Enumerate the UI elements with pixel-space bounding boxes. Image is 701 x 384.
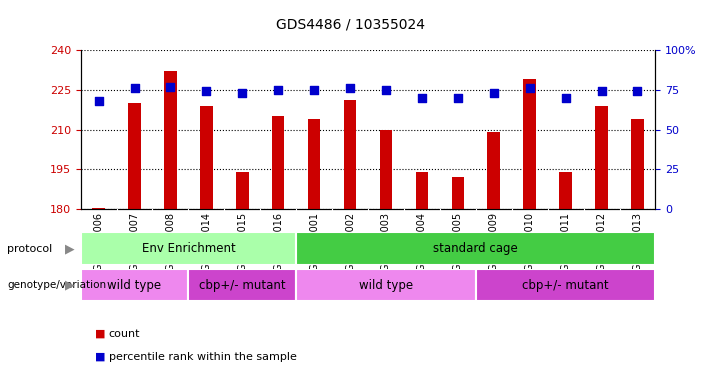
Point	[129, 85, 140, 91]
Bar	[297, 269, 476, 301]
Text: GSM766005: GSM766005	[453, 212, 463, 271]
Text: genotype/variation: genotype/variation	[7, 280, 106, 290]
Point	[452, 95, 463, 101]
Point	[200, 88, 212, 94]
Point	[273, 87, 284, 93]
Text: GSM766014: GSM766014	[201, 212, 212, 271]
Text: GSM766010: GSM766010	[524, 212, 535, 271]
Point	[93, 98, 104, 104]
Text: GSM766003: GSM766003	[381, 212, 391, 271]
Text: GSM766012: GSM766012	[597, 212, 606, 271]
Text: cbp+/- mutant: cbp+/- mutant	[199, 279, 285, 291]
Text: GSM766004: GSM766004	[417, 212, 427, 271]
Bar	[559, 172, 572, 209]
Text: GSM766001: GSM766001	[309, 212, 319, 271]
Text: GSM766009: GSM766009	[489, 212, 499, 271]
Bar	[236, 172, 249, 209]
Text: Env Enrichment: Env Enrichment	[142, 242, 236, 255]
Text: cbp+/- mutant: cbp+/- mutant	[522, 279, 609, 291]
Text: GSM766011: GSM766011	[561, 212, 571, 271]
Text: GSM766008: GSM766008	[165, 212, 175, 271]
Bar	[487, 132, 500, 209]
Text: GSM766006: GSM766006	[93, 212, 104, 271]
Bar	[164, 71, 177, 209]
Text: GSM766015: GSM766015	[237, 212, 247, 271]
Text: ■: ■	[95, 352, 105, 362]
Point	[632, 88, 643, 94]
Bar	[297, 232, 655, 265]
Bar	[189, 269, 297, 301]
Point	[165, 83, 176, 89]
Text: GSM766007: GSM766007	[130, 212, 139, 271]
Bar	[524, 79, 536, 209]
Point	[560, 95, 571, 101]
Text: ▶: ▶	[65, 279, 75, 291]
Text: GSM766013: GSM766013	[632, 212, 643, 271]
Text: wild type: wild type	[359, 279, 413, 291]
Bar	[416, 172, 428, 209]
Point	[416, 95, 428, 101]
Text: percentile rank within the sample: percentile rank within the sample	[109, 352, 297, 362]
Bar	[200, 106, 212, 209]
Bar	[476, 269, 655, 301]
Text: ■: ■	[95, 329, 105, 339]
Point	[596, 88, 607, 94]
Bar	[81, 232, 297, 265]
Text: GDS4486 / 10355024: GDS4486 / 10355024	[276, 17, 425, 31]
Bar	[81, 269, 189, 301]
Bar	[93, 208, 105, 209]
Text: ▶: ▶	[65, 242, 75, 255]
Point	[308, 87, 320, 93]
Point	[381, 87, 392, 93]
Text: count: count	[109, 329, 140, 339]
Bar	[631, 119, 644, 209]
Text: GSM766016: GSM766016	[273, 212, 283, 271]
Point	[488, 90, 499, 96]
Point	[344, 85, 355, 91]
Bar	[308, 119, 320, 209]
Bar	[272, 116, 285, 209]
Bar	[451, 177, 464, 209]
Text: wild type: wild type	[107, 279, 161, 291]
Text: protocol: protocol	[7, 243, 53, 254]
Bar	[128, 103, 141, 209]
Point	[237, 90, 248, 96]
Text: standard cage: standard cage	[433, 242, 518, 255]
Bar	[595, 106, 608, 209]
Text: GSM766002: GSM766002	[345, 212, 355, 271]
Point	[524, 85, 536, 91]
Bar	[343, 100, 356, 209]
Bar	[380, 130, 393, 209]
